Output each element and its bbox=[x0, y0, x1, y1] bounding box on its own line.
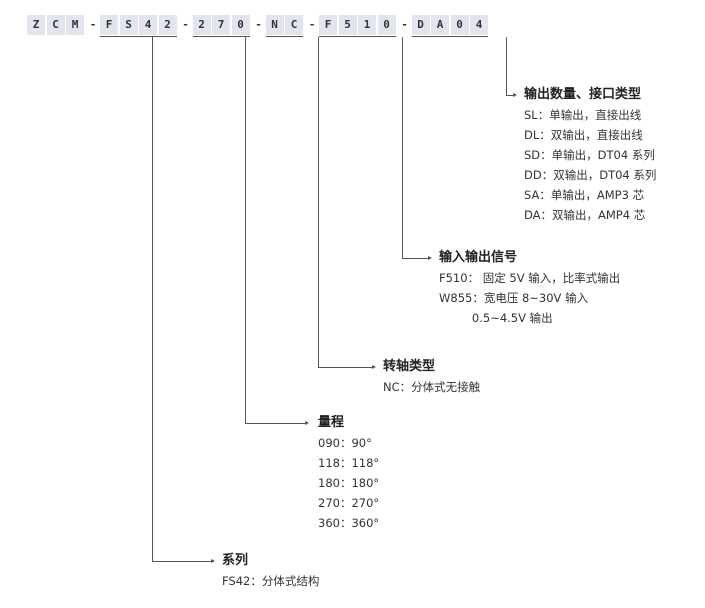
group-range: 量程 090：90° 118：118° 180：180° 270：270° 360：360… bbox=[318, 413, 379, 533]
group-output: 输出数量、接口类型 SL：单输出，直接出线 DL：双输出，直接出线 SD：单输出，DT… bbox=[524, 85, 656, 225]
option-item: FS42：分体式结构 bbox=[222, 574, 320, 588]
separator-dash: - bbox=[256, 18, 261, 31]
segment-underline bbox=[100, 36, 177, 37]
option-item: W855：宽电压 8~30V 输入 bbox=[439, 291, 589, 305]
code-char-box: 2 bbox=[158, 15, 177, 35]
code-char-box: M bbox=[66, 15, 84, 35]
code-char-box: 0 bbox=[377, 15, 396, 35]
code-char-box: 4 bbox=[139, 15, 157, 35]
option-item: DL：双输出，直接出线 bbox=[524, 128, 643, 142]
group-title: 转轴类型 bbox=[383, 359, 436, 374]
option-item: F510： 固定 5V 输入，比率式输出 bbox=[439, 271, 621, 285]
code-char-box: A bbox=[431, 15, 449, 35]
option-item: 180：180° bbox=[318, 476, 380, 490]
code-char-box: 0 bbox=[450, 15, 469, 35]
option-item: 270：270° bbox=[318, 496, 380, 510]
option-item: SA：单输出，AMP3 芯 bbox=[524, 188, 645, 202]
separator-dash: - bbox=[90, 18, 96, 31]
option-item: 0.5~4.5V 输出 bbox=[439, 311, 553, 325]
code-char-box: F bbox=[319, 15, 337, 35]
group-series: 系列 FS42：分体式结构 bbox=[222, 551, 319, 591]
option-item: DD：双输出，DT04 系列 bbox=[524, 168, 657, 182]
code-char-box: 4 bbox=[470, 15, 488, 35]
segment-underline bbox=[319, 36, 396, 37]
group-title: 输入输出信号 bbox=[439, 250, 518, 265]
group-shaft: 转轴类型 NC：分体式无接触 bbox=[383, 357, 480, 397]
code-char-box: 0 bbox=[231, 15, 250, 35]
code-char-box: 7 bbox=[212, 15, 230, 35]
option-item: DA：双输出，AMP4 芯 bbox=[524, 208, 646, 222]
option-item: 090：90° bbox=[318, 436, 372, 450]
segment-underline bbox=[411, 36, 488, 37]
option-item: SD：单输出，DT04 系列 bbox=[524, 148, 655, 162]
group-title: 系列 bbox=[222, 553, 249, 568]
group-signal: 输入输出信号 F510： 固定 5V 输入，比率式输出 W855：宽电压 8~30V… bbox=[439, 248, 620, 328]
option-item: NC：分体式无接触 bbox=[383, 380, 481, 394]
option-item: 360：360° bbox=[318, 516, 380, 530]
code-char-box: C bbox=[285, 15, 303, 35]
code-char-box: F bbox=[100, 15, 118, 35]
code-char-box: 1 bbox=[358, 15, 376, 35]
segment-underline bbox=[192, 36, 250, 37]
code-char-box: S bbox=[119, 15, 138, 35]
separator-dash: - bbox=[309, 18, 315, 31]
separator-dash: - bbox=[183, 18, 188, 31]
group-title: 量程 bbox=[318, 415, 345, 430]
code-char-box: 5 bbox=[338, 15, 357, 35]
group-title: 输出数量、接口类型 bbox=[524, 87, 642, 102]
segment-underline bbox=[265, 36, 303, 37]
code-char-box: D bbox=[411, 15, 430, 35]
separator-dash: - bbox=[402, 18, 407, 31]
code-char-box: Z bbox=[27, 15, 45, 35]
code-char-box: 2 bbox=[192, 15, 211, 35]
option-item: 118：118° bbox=[318, 456, 380, 470]
code-char-box: C bbox=[46, 15, 65, 35]
code-char-box: N bbox=[265, 15, 284, 35]
option-item: SL：单输出，直接出线 bbox=[524, 108, 642, 122]
